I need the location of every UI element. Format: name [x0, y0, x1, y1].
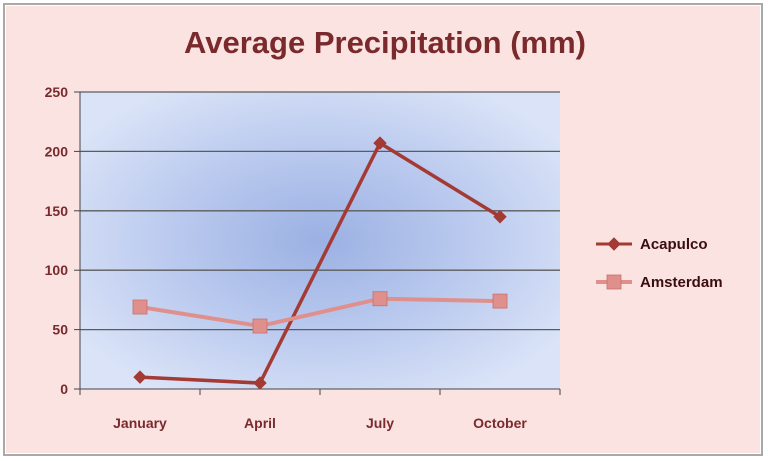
y-tick-label: 0 [60, 381, 68, 397]
data-point-acapulco [133, 370, 147, 384]
x-tick-label: October [473, 415, 527, 431]
y-tick-label: 50 [52, 322, 68, 338]
y-tick-label: 200 [45, 143, 69, 159]
y-tick-label: 150 [45, 203, 69, 219]
chart-title: Average Precipitation (mm) [184, 25, 586, 60]
data-point-amsterdam [252, 318, 268, 334]
data-point-acapulco [493, 210, 507, 224]
legend-label-acapulco: Acapulco [640, 236, 708, 253]
data-point-acapulco [373, 136, 387, 150]
data-point-acapulco [253, 376, 267, 390]
legend-marker-acapulco [607, 237, 621, 251]
x-tick-label: January [113, 415, 167, 431]
data-point-amsterdam [492, 293, 508, 309]
legend-label-amsterdam: Amsterdam [640, 274, 723, 291]
x-tick-label: April [244, 415, 276, 431]
plot-area [80, 92, 560, 389]
series-line-acapulco [139, 141, 501, 385]
series-line-amsterdam [139, 296, 501, 329]
y-tick-label: 250 [45, 84, 69, 100]
data-point-amsterdam [132, 299, 148, 315]
data-point-amsterdam [372, 291, 388, 307]
y-tick-label: 100 [45, 262, 69, 278]
legend-marker-amsterdam [606, 274, 622, 290]
x-tick-label: July [366, 415, 394, 431]
